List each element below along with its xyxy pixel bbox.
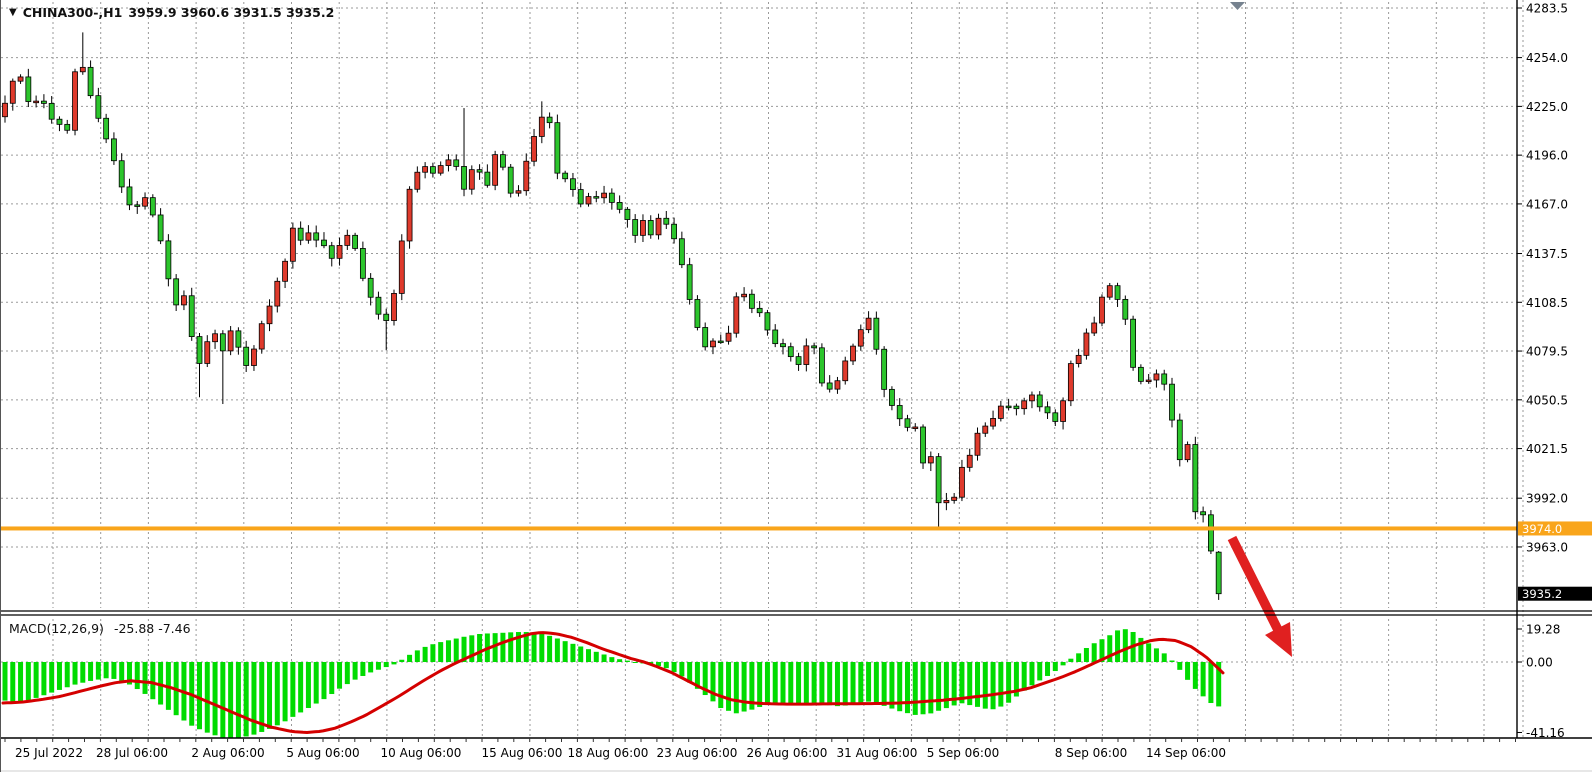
chart-shift-marker[interactable] [1230, 2, 1245, 10]
macd-indicator-label: MACD(12,26,9) -25.88 -7.46 [9, 621, 191, 636]
time-axis-label: 28 Jul 06:00 [96, 746, 168, 760]
price-tick-label: 3963.0 [1526, 540, 1568, 554]
current-price-text: 3935.2 [1522, 587, 1562, 601]
time-axis-label: 31 Aug 06:00 [837, 746, 918, 760]
time-axis-label: 23 Aug 06:00 [657, 746, 738, 760]
price-tick-label: 4050.5 [1526, 393, 1568, 407]
time-axis-label: 2 Aug 06:00 [191, 746, 264, 760]
price-tick-label: 4167.0 [1526, 197, 1568, 211]
time-axis-label: 14 Sep 06:00 [1146, 746, 1226, 760]
time-axis-label: 5 Sep 06:00 [927, 746, 999, 760]
macd-tick-label: 0.00 [1526, 656, 1553, 670]
price-tick-label: 4254.0 [1526, 51, 1568, 65]
price-tick-label: 3992.0 [1526, 492, 1568, 506]
grid-layer [1, 0, 1524, 738]
horizontal-line-3974[interactable] [1, 526, 1517, 531]
macd-histogram-layer [2, 629, 1222, 738]
price-tick-label: 4283.5 [1526, 2, 1568, 16]
time-axis-label: 15 Aug 06:00 [482, 746, 563, 760]
orange-price-badge: 3974.0 [1518, 521, 1592, 536]
time-axis-label: 8 Sep 06:00 [1055, 746, 1127, 760]
macd-name: MACD(12,26,9) [9, 621, 104, 636]
price-tick-label: 4021.5 [1526, 442, 1568, 456]
ohlc-values: 3959.9 3960.6 3931.5 3935.2 [128, 5, 335, 20]
time-axis-label: 26 Aug 06:00 [747, 746, 828, 760]
symbol-dropdown-icon[interactable]: ▼ [9, 7, 17, 18]
symbol-period-label: CHINA300-,H1 [22, 5, 123, 20]
macd-tick-label: -41.16 [1526, 726, 1565, 740]
price-tick-label: 4225.0 [1526, 100, 1568, 114]
price-tick-label: 4079.5 [1526, 345, 1568, 359]
price-tick-label: 4196.0 [1526, 149, 1568, 163]
price-tick-label: 4137.5 [1526, 247, 1568, 261]
time-axis-label: 10 Aug 06:00 [381, 746, 462, 760]
orange-badge-text: 3974.0 [1522, 522, 1562, 536]
macd-signal-line [1, 631, 1225, 734]
time-axis-label: 25 Jul 2022 [15, 746, 83, 760]
time-axis[interactable]: 25 Jul 2022 28 Jul 06:00 2 Aug 06:00 5 Aug … [4, 738, 1516, 760]
candlestick-layer [2, 32, 1222, 600]
time-axis-label: 18 Aug 06:00 [568, 746, 649, 760]
macd-axis[interactable]: 19.28 0.00 -41.16 [1517, 622, 1565, 740]
time-axis-label: 5 Aug 06:00 [286, 746, 359, 760]
current-price-badge: 3935.2 [1518, 586, 1592, 601]
trend-arrow[interactable] [1227, 535, 1292, 657]
price-axis[interactable]: 4283.5 4254.0 4225.0 4196.0 4167.0 4137.5 4108… [1517, 2, 1568, 555]
chart-header: ▼ CHINA300-,H1 3959.9 3960.6 3931.5 3935… [9, 5, 334, 20]
macd-values: -25.88 -7.46 [113, 621, 191, 636]
macd-tick-label: 19.28 [1526, 622, 1560, 636]
price-tick-label: 4108.5 [1526, 296, 1568, 310]
